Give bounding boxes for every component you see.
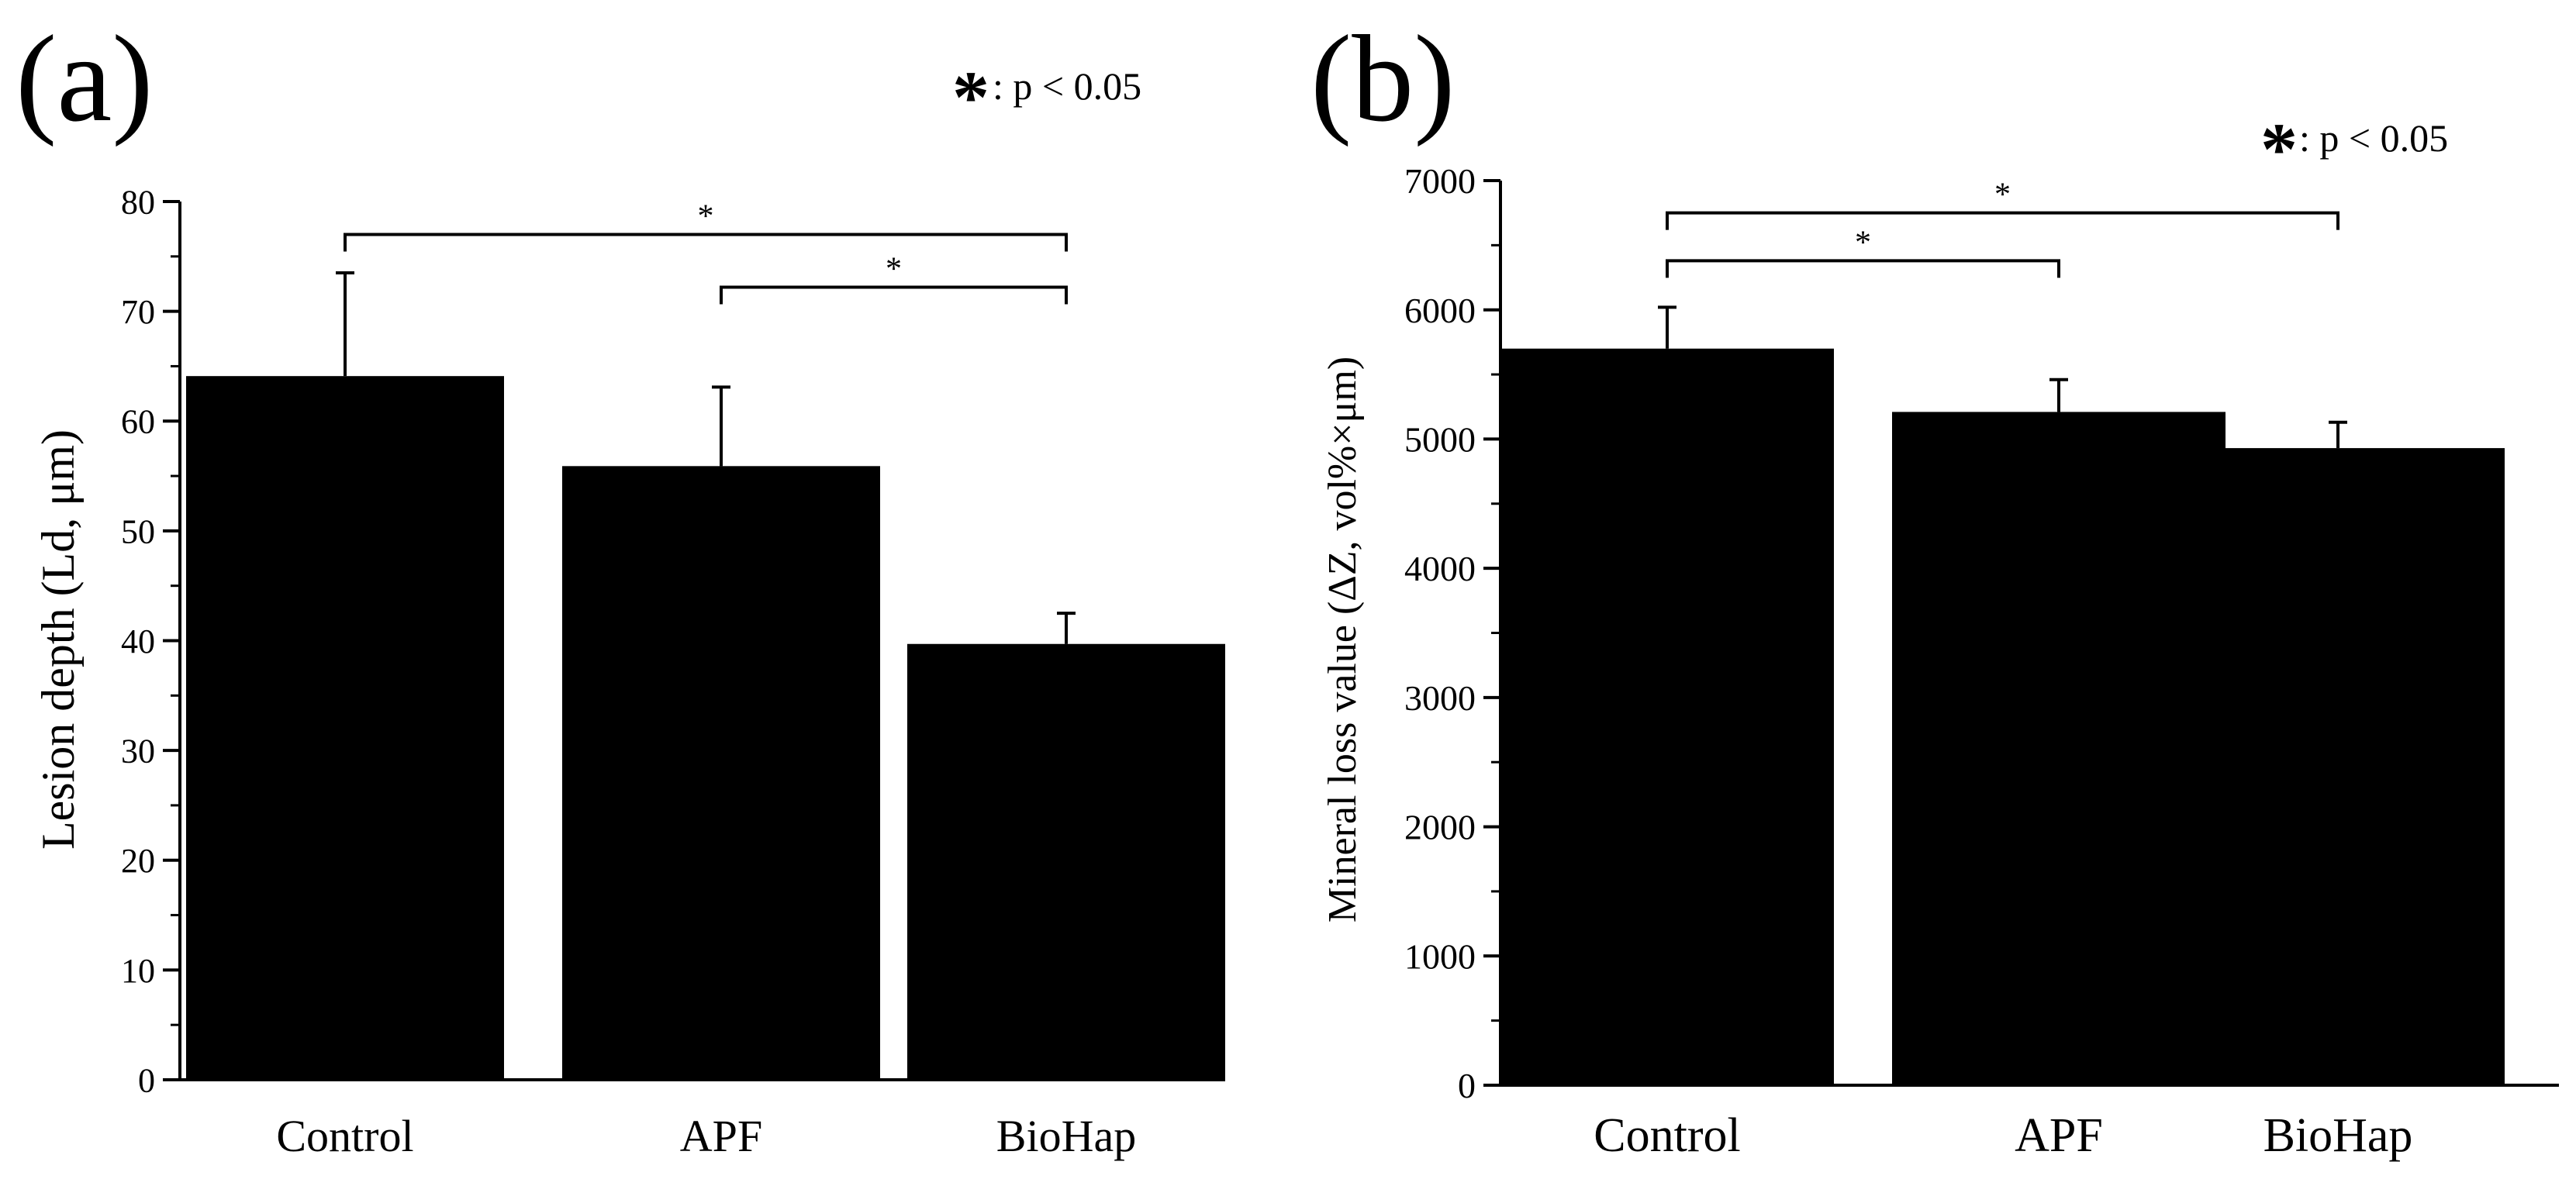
y-tick-label: 80 (121, 183, 155, 221)
bar-control (186, 376, 504, 1081)
y-tick-label: 0 (138, 1061, 155, 1099)
significance-star: * (1855, 225, 1871, 260)
significance-bracket (1666, 259, 2060, 278)
significance-bracket (344, 233, 1068, 252)
x-category-label-biohap: BioHap (2263, 1109, 2413, 1162)
panel-a-plot: 0 10 20 30 40 50 60 70 80 Control APF BioHap * * (121, 183, 1225, 1161)
y-tick-label: 70 (121, 293, 155, 331)
bar-apf (562, 466, 880, 1080)
significance-bracket (1666, 211, 2339, 230)
bar-apf (1892, 412, 2226, 1085)
y-tick-label: 50 (121, 512, 155, 550)
bar-control (1500, 348, 1834, 1085)
bar-biohap (907, 643, 1225, 1080)
y-tick-label: 3000 (1404, 678, 1476, 718)
y-tick-label: 6000 (1404, 291, 1476, 330)
significance-star: * (886, 251, 902, 287)
y-tick-label: 1000 (1404, 936, 1476, 976)
panel-b-label: (b) (1310, 9, 1455, 147)
x-category-label-control: Control (1594, 1109, 1740, 1162)
y-tick-label: 40 (121, 622, 155, 660)
y-tick-label: 4000 (1404, 549, 1476, 588)
panel-a-y-axis-label: Lesion depth (Ld, μm) (33, 429, 84, 850)
panel-a-legend-text: : p < 0.05 (993, 64, 1141, 108)
y-tick-label: 30 (121, 733, 155, 770)
panel-a-legend-symbol: * (952, 56, 989, 139)
panel-b-y-axis-label: Mineral loss value (ΔZ, vol%×μm) (1321, 357, 1365, 922)
y-tick-label: 20 (121, 842, 155, 880)
y-tick-label: 0 (1458, 1066, 1476, 1105)
panel-b-legend-symbol: * (2260, 108, 2298, 191)
panel-b-plot: 0 1000 2000 3000 4000 5000 6000 7000 Control APF B… (1404, 161, 2559, 1162)
y-tick-label: 7000 (1404, 161, 1476, 201)
x-category-label-control: Control (276, 1111, 413, 1161)
y-tick-label: 60 (121, 403, 155, 441)
bar-biohap (2171, 448, 2505, 1085)
y-tick-label: 2000 (1404, 808, 1476, 847)
panel-b-legend-text: : p < 0.05 (2299, 116, 2448, 160)
x-category-label-apf: APF (2015, 1109, 2103, 1162)
x-category-label-apf: APF (680, 1111, 762, 1161)
significance-star: * (698, 198, 714, 234)
panel-a-label: (a) (16, 9, 154, 147)
significance-star: * (1994, 178, 2011, 213)
x-category-label-biohap: BioHap (996, 1111, 1136, 1161)
significance-bracket (720, 285, 1068, 305)
y-tick-label: 5000 (1404, 420, 1476, 460)
y-tick-label: 10 (121, 952, 155, 990)
